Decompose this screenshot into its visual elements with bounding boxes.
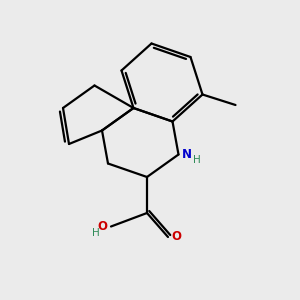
Text: N: N — [182, 148, 192, 161]
Text: H: H — [194, 155, 201, 165]
Text: O: O — [172, 230, 182, 244]
Text: H: H — [92, 228, 100, 238]
Text: O: O — [98, 220, 107, 233]
